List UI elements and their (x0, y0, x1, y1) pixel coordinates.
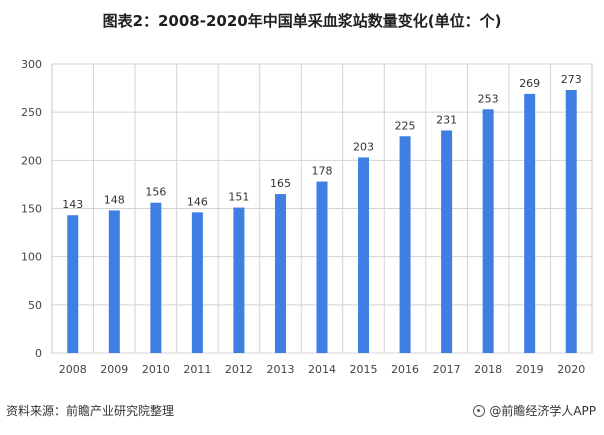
y-tick-label: 300 (21, 58, 42, 71)
data-label: 156 (145, 186, 166, 199)
bar (482, 109, 494, 353)
data-label: 253 (478, 92, 499, 105)
data-label: 151 (228, 191, 249, 204)
x-tick-label: 2019 (516, 363, 544, 376)
x-tick-label: 2016 (391, 363, 419, 376)
brand-logo-icon (473, 404, 486, 417)
x-tick-label: 2008 (59, 363, 87, 376)
y-tick-label: 200 (21, 154, 42, 167)
bars (67, 90, 577, 353)
x-tick-label: 2009 (100, 363, 128, 376)
bar (233, 207, 245, 353)
x-tick-label: 2018 (474, 363, 502, 376)
data-label: 225 (395, 119, 416, 132)
data-label: 143 (62, 198, 83, 211)
bar (67, 215, 79, 353)
axes: 0 50 100 150 200 250 300 2008 2009 2010 2011 2012 20… (21, 58, 585, 376)
bar (108, 210, 120, 353)
x-tick-label: 2012 (225, 363, 253, 376)
x-tick-label: 2015 (350, 363, 378, 376)
data-label: 273 (561, 73, 582, 86)
data-label: 165 (270, 177, 291, 190)
x-tick-label: 2020 (557, 363, 585, 376)
bar (316, 181, 328, 353)
y-tick-label: 150 (21, 203, 42, 216)
source-note: 资料来源：前瞻产业研究院整理 (6, 404, 175, 418)
y-tick-label: 100 (21, 251, 42, 264)
data-label: 203 (353, 140, 374, 153)
chart-title: 图表2：2008-2020年中国单采血浆站数量变化(单位：个) (102, 12, 502, 30)
data-label: 178 (312, 165, 333, 178)
bar (150, 202, 162, 353)
data-label: 148 (104, 193, 125, 206)
brand-text: @前瞻经济学人APP (489, 404, 596, 418)
x-tick-label: 2017 (433, 363, 461, 376)
bar (274, 194, 286, 353)
data-label: 231 (436, 113, 457, 126)
bar (565, 90, 577, 353)
y-tick-label: 50 (28, 299, 42, 312)
y-tick-label: 250 (21, 106, 42, 119)
y-tick-label: 0 (35, 347, 42, 360)
x-tick-label: 2013 (266, 363, 294, 376)
data-label: 269 (519, 77, 540, 90)
x-tick-label: 2010 (142, 363, 170, 376)
bar (191, 212, 203, 353)
bar (441, 130, 453, 353)
x-tick-label: 2014 (308, 363, 336, 376)
bar (399, 136, 411, 353)
brand-credit: @前瞻经济学人APP (473, 402, 596, 419)
x-tick-label: 2011 (183, 363, 211, 376)
bar (524, 93, 536, 353)
data-labels: 143 148 156 146 151 165 178 203 225 231 253 269 273 (62, 73, 581, 211)
data-label: 146 (187, 195, 208, 208)
bar (358, 157, 370, 353)
